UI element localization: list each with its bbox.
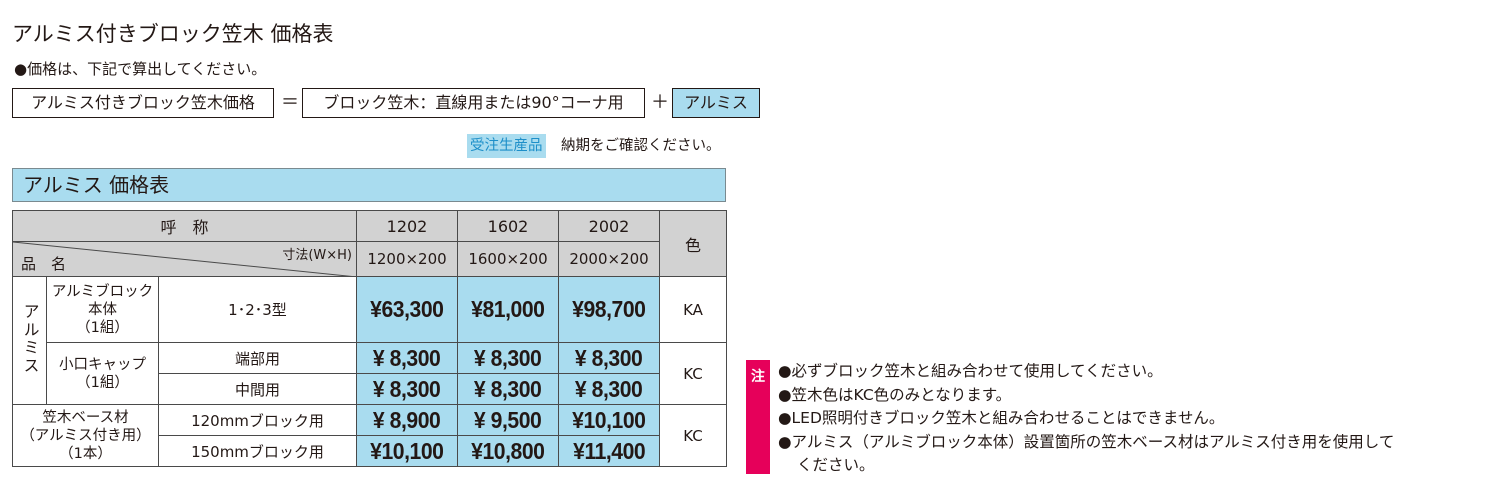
price-cell: ¥11,400 [558,435,660,467]
product-type-middle: 中間用 [158,373,357,405]
price-table: 呼 称 1202 1602 2002 色 寸法(W×H) 品 名 1200×20… [12,210,727,467]
intro-note: ●価格は、下記で算出してください。 [14,60,267,78]
notes-badge: 注 [746,360,770,474]
made-to-order-text: 納期をご確認ください。 [561,138,721,154]
header-color: 色 [659,210,727,277]
notes-list: ●必ずブロック笠木と組み合わせて使用してください。 ●笠木色はKC色のみとなりま… [778,360,1394,478]
product-type-150: 150mmブロック用 [158,435,357,467]
product-type-end: 端部用 [158,342,357,374]
product-name-base: 笠木ベース材 （アルミス付き用） （1本） [12,404,159,467]
price-cell: ¥ 8,300 [356,373,458,405]
price-cell: ¥ 8,300 [457,342,559,374]
formula-equals: ＝ [281,92,299,113]
product-name-cap: 小口キャップ （1組） [46,342,159,405]
header-dimension: 寸法(W×H) [282,248,352,263]
price-cell: ¥ 8,300 [356,342,458,374]
header-size-1602: 1600×200 [457,241,559,277]
note-item: ●LED照明付きブロック笠木と組み合わせることはできません。 [778,409,1225,427]
color-cell: KC [659,342,727,405]
section-header: アルミス 価格表 [12,168,726,202]
formula-left-box: アルミス付きブロック笠木価格 [12,88,274,118]
price-cell: ¥ 9,500 [457,404,559,436]
note-item: ください。 [797,456,875,474]
note-item: ●必ずブロック笠木と組み合わせて使用してください。 [778,362,1163,380]
price-cell: ¥63,300 [356,276,458,343]
diagonal-line [13,242,357,277]
group-label: アルミス [20,302,40,375]
header-product-name: 品 名 [21,255,67,273]
formula-middle-box: ブロック笠木：直線用または90°コーナ用 [302,88,645,118]
header-model-1602: 1602 [457,210,559,242]
note-item: ●笠木色はKC色のみとなります。 [778,385,1012,404]
made-to-order-badge: 受注生産品 [467,134,546,158]
price-cell: ¥ 8,300 [558,342,660,374]
price-cell: ¥81,000 [457,276,559,343]
header-model-1202: 1202 [356,210,458,242]
header-dimension-cell: 寸法(W×H) 品 名 [12,241,357,277]
page-title: アルミス付きブロック笠木 価格表 [12,22,334,46]
price-cell: ¥98,700 [558,276,660,343]
price-cell: ¥10,100 [558,404,660,436]
price-cell: ¥ 8,300 [558,373,660,405]
header-size-1202: 1200×200 [356,241,458,277]
note-item: ●アルミス（アルミブロック本体）設置箇所の笠木ベース材はアルミス付き用を使用して [778,432,1395,451]
header-model-2002: 2002 [558,210,660,242]
price-cell: ¥10,800 [457,435,559,467]
price-cell: ¥ 8,300 [457,373,559,405]
product-type-body: 1･2･3型 [158,276,357,343]
group-label-cell: アルミス [12,276,47,405]
formula-plus: ＋ [651,92,669,113]
product-type-120: 120mmブロック用 [158,404,357,436]
header-nominal: 呼 称 [12,210,357,242]
price-cell: ¥ 8,900 [356,404,458,436]
product-name-body: アルミブロック 本体 （1組） [46,276,159,343]
header-size-2002: 2000×200 [558,241,660,277]
color-cell: KA [659,276,727,343]
price-cell: ¥10,100 [356,435,458,467]
formula-right-box: アルミス [672,88,760,118]
color-cell: KC [659,404,727,467]
